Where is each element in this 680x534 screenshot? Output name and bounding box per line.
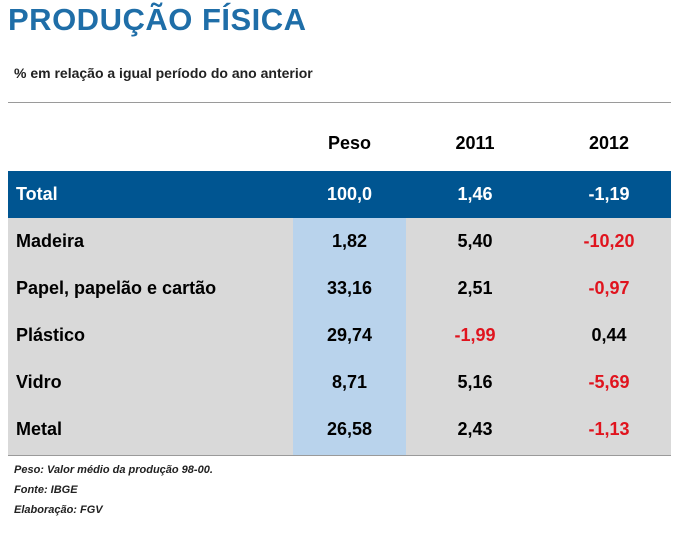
row-label: Plástico — [16, 325, 86, 345]
footnote-elaboration: Elaboração: FGV — [14, 504, 103, 516]
table-row: Plástico 29,74 -1,99 0,44 — [8, 312, 671, 359]
footnotes: Peso: Valor médio da produção 98-00. Fon… — [14, 460, 213, 520]
table-row-total: Total 100,0 1,46 -1,19 — [8, 171, 671, 218]
cell-peso: 29,74 — [326, 325, 373, 345]
table-row: Metal 26,58 2,43 -1,13 — [8, 406, 671, 453]
cell-peso: 1,82 — [331, 231, 368, 251]
row-label: Total — [16, 184, 58, 204]
cell-2012: -0,97 — [588, 278, 630, 298]
cell-2012: -1,13 — [588, 419, 630, 439]
row-label: Metal — [16, 419, 63, 439]
cell-2011: 2,51 — [457, 278, 493, 298]
cell-2012: -10,20 — [583, 231, 635, 251]
table-row: Vidro 8,71 5,16 -5,69 — [8, 359, 671, 406]
cell-peso: 26,58 — [326, 419, 373, 439]
table-row: Madeira 1,82 5,40 -10,20 — [8, 218, 671, 265]
header-2011: 2011 — [455, 132, 495, 153]
row-label: Vidro — [16, 372, 62, 392]
cell-2011: 1,46 — [457, 184, 493, 204]
cell-2011: 5,40 — [457, 231, 493, 251]
cell-2011: -1,99 — [454, 325, 496, 345]
cell-peso: 33,16 — [326, 278, 373, 298]
subtitle: % em relação a igual período do ano ante… — [14, 65, 313, 81]
header-peso: Peso — [327, 132, 372, 153]
peso-column-highlight — [293, 218, 406, 455]
footnote-source: Fonte: IBGE — [14, 484, 78, 496]
row-label: Papel, papelão e cartão — [16, 278, 217, 298]
footnote-peso: Peso: Valor médio da produção 98-00. — [14, 464, 213, 476]
cell-peso: 8,71 — [331, 372, 368, 392]
cell-2011: 5,16 — [457, 372, 493, 392]
bottom-divider — [8, 455, 671, 456]
cell-2011: 2,43 — [457, 419, 493, 439]
cell-2012: -1,19 — [588, 184, 630, 204]
row-label: Madeira — [16, 231, 85, 251]
table-body: Madeira 1,82 5,40 -10,20 Papel, papelão … — [8, 218, 671, 455]
cell-2012: 0,44 — [591, 325, 627, 345]
header-2012: 2012 — [588, 132, 630, 153]
table-row: Papel, papelão e cartão 33,16 2,51 -0,97 — [8, 265, 671, 312]
page-title: PRODUÇÃO FÍSICA — [8, 2, 307, 37]
table-header-row: Peso 2011 2012 — [8, 115, 671, 171]
data-table: Peso 2011 2012 Total 100,0 1,46 -1,19 Ma… — [8, 115, 671, 455]
cell-2012: -5,69 — [588, 372, 630, 392]
top-divider — [8, 102, 671, 103]
cell-peso: 100,0 — [326, 184, 373, 204]
